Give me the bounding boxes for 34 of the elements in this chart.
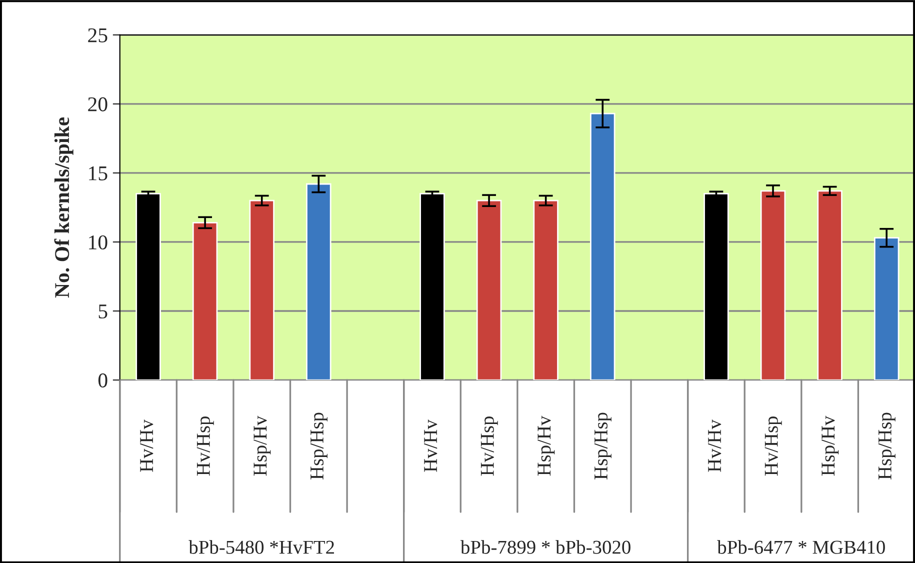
bar [420, 192, 445, 380]
bar [590, 112, 616, 380]
x-tick-label: Hv/Hv [424, 420, 438, 472]
y-tick-label: 25 [88, 28, 108, 42]
x-tick-label: Hv/Hsp [764, 416, 782, 476]
bar [874, 237, 900, 380]
bar [136, 192, 161, 380]
text: bPb-6477 * MGB410 [717, 540, 885, 554]
bar [533, 200, 558, 380]
y-tick-label: 0 [98, 373, 108, 388]
x-tick-label: Hsp/Hv [822, 416, 839, 476]
x-tick-label: Hv/Hsp [480, 416, 498, 476]
y-tick-label: 15 [89, 166, 108, 180]
x-tick-label: Hv/Hv [708, 420, 722, 472]
y-tick-label: 5 [98, 304, 108, 318]
bar [192, 222, 218, 380]
bar [249, 200, 274, 380]
x-tick-label: Hsp/Hv [254, 416, 271, 476]
y-tick-label: 10 [89, 235, 108, 250]
x-tick-label: Hv/Hv [140, 420, 154, 472]
text: bPb-7899 * bPb-3020 [460, 540, 630, 554]
x-tick-label: Hsp/Hsp [594, 412, 612, 480]
bar [817, 190, 842, 380]
bar [306, 183, 332, 380]
text: bPb-5480 *HvFT2 [188, 540, 334, 554]
y-axis-title: No. Of kernels/spike [54, 117, 74, 298]
x-tick-label: Hsp/Hv [538, 416, 555, 476]
y-tick-label: 20 [88, 97, 108, 112]
bar [476, 200, 502, 380]
bar [704, 192, 729, 380]
x-tick-label: Hsp/Hsp [878, 412, 896, 480]
bar [760, 190, 786, 380]
x-tick-label: Hv/Hsp [196, 416, 214, 476]
x-tick-label: Hsp/Hsp [310, 412, 328, 480]
